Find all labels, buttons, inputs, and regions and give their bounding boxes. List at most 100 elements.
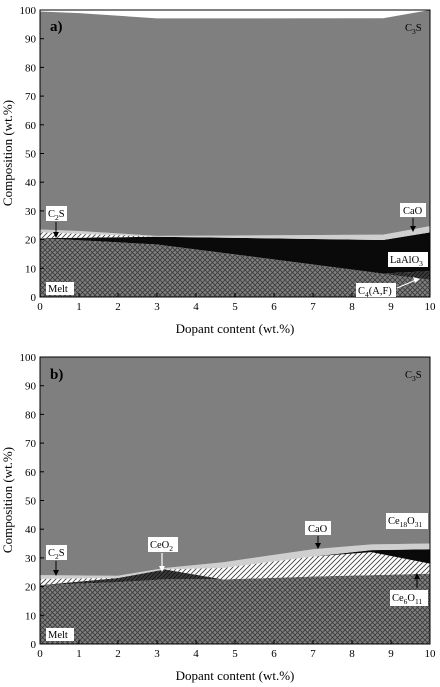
panel-a-y-tick-label: 70 xyxy=(25,91,37,103)
panel-a-area-c2s xyxy=(40,232,430,241)
panel-b-label: b) xyxy=(50,367,63,383)
panel-a-y-tick-label: 0 xyxy=(31,292,37,304)
panel-a-y-tick-label: 40 xyxy=(25,177,37,189)
panel-a-x-tick-label: 3 xyxy=(154,301,160,313)
panel-b-label-ceo2: CeO2 xyxy=(150,540,173,553)
panel-a-y-tick-label: 90 xyxy=(25,34,37,46)
panel-a-area-cao xyxy=(40,226,430,241)
panel-b-y-tick-label: 40 xyxy=(25,524,37,536)
panel-b-label-ce18o31: Ce18O31 xyxy=(388,516,423,529)
panel-b-label-c3s: C3S xyxy=(405,370,422,383)
panel-b-y-tick-label: 0 xyxy=(31,639,37,651)
panel-b-cao-box xyxy=(305,521,331,535)
panel-b-label-melt: Melt xyxy=(48,630,68,641)
panel-a-x-axis-label: Dopant content (wt.%) xyxy=(176,321,295,336)
panel-b-y-tick-label: 30 xyxy=(25,553,37,565)
panel-b-y-tick-label: 10 xyxy=(25,610,37,622)
panel-b-x-tick-label: 3 xyxy=(154,648,160,660)
panel-b-y-tick-label: 60 xyxy=(25,467,37,479)
panel-a-x-tick-label: 6 xyxy=(271,301,277,313)
panel-b-x-tick-label: 8 xyxy=(349,648,355,660)
panel-b-x-tick-label: 1 xyxy=(76,648,82,660)
panel-b-area-c3s xyxy=(40,357,430,576)
panel-a-label: a) xyxy=(50,19,63,35)
panel-a-label-c2s: C2S xyxy=(48,209,65,222)
panel-a-x-tick-label: 10 xyxy=(425,301,437,313)
panel-b-x-tick-label: 5 xyxy=(232,648,238,660)
panel-b: 0 10 20 30 40 50 60 70 80 90 100 0 1 2 3 4 5 6 7 8 9 10 b) D… xyxy=(0,352,436,683)
panel-b-y-tick-label: 20 xyxy=(25,582,37,594)
panel-b-area-ceo2 xyxy=(40,569,430,586)
panel-a-label-c4af: C4(A,F) xyxy=(358,286,392,299)
panel-b-label-cao: CaO xyxy=(308,524,328,535)
panel-b-areas xyxy=(40,357,430,644)
panel-b-y-tick-label: 70 xyxy=(25,438,37,450)
panel-a-x-ticks: 0 1 2 3 4 5 6 7 8 9 10 xyxy=(37,293,436,313)
panel-a-x-tick-label: 1 xyxy=(76,301,82,313)
panel-a-area-c3s xyxy=(40,10,430,236)
panel-a-y-tick-label: 20 xyxy=(25,235,37,247)
panel-b-ceo2-arrowhead xyxy=(159,566,165,572)
panel-b-area-melt xyxy=(40,573,430,644)
panel-b-cao-arrowhead xyxy=(315,543,321,549)
panel-a-y-ticks: 0 10 20 30 40 50 60 70 80 90 100 xyxy=(20,5,44,304)
panel-b-x-tick-label: 9 xyxy=(388,648,394,660)
panel-a-y-tick-label: 50 xyxy=(25,149,37,161)
panel-a: 0 10 20 30 40 50 60 70 80 90 100 0 1 2 3 4 5 6 7 8 9 10 a) D… xyxy=(0,5,436,336)
panel-b-area-cao xyxy=(40,543,430,579)
panel-a-x-tick-label: 9 xyxy=(388,301,394,313)
panel-b-c2s-box xyxy=(46,545,67,560)
panel-b-area-c2s xyxy=(40,549,430,586)
panel-b-ce6o11-arrowhead xyxy=(414,573,420,579)
panel-a-cao-arrowhead xyxy=(410,226,416,232)
panel-b-area-ce6o11 xyxy=(40,552,430,586)
panel-a-y-tick-label: 10 xyxy=(25,263,37,275)
panel-a-area-melt xyxy=(40,238,430,297)
panel-a-y-tick-label: 60 xyxy=(25,120,37,132)
panel-b-y-tick-label: 80 xyxy=(25,409,37,421)
panel-b-ce6o11-box xyxy=(390,590,428,606)
panel-b-x-tick-label: 7 xyxy=(310,648,316,660)
panel-a-c4af-box xyxy=(356,283,396,297)
panel-a-x-tick-label: 0 xyxy=(37,301,43,313)
panel-a-y-tick-label: 100 xyxy=(20,5,37,17)
panel-a-x-tick-label: 8 xyxy=(349,301,355,313)
panel-a-label-c3s: C3S xyxy=(405,23,422,36)
panel-a-c4af-arrowhead xyxy=(413,277,420,283)
panel-b-label-c2s: C2S xyxy=(48,548,65,561)
panel-b-y-axis-label: Composition (wt.%) xyxy=(0,447,15,553)
panel-b-x-axis-label: Dopant content (wt.%) xyxy=(176,668,295,683)
panel-b-area-ce18o31 xyxy=(40,549,430,586)
panel-a-y-axis-label: Composition (wt.%) xyxy=(0,100,15,206)
panel-a-areas xyxy=(40,10,430,297)
panel-b-ceo2-box xyxy=(148,537,178,552)
panel-b-y-tick-label: 90 xyxy=(25,381,37,393)
panel-b-x-tick-label: 10 xyxy=(425,648,437,660)
panel-a-melt-box xyxy=(46,282,74,295)
panel-a-y-tick-label: 30 xyxy=(25,206,37,218)
panel-b-x-tick-label: 4 xyxy=(193,648,199,660)
panel-a-x-tick-label: 5 xyxy=(232,301,238,313)
panel-a-area-laalo3 xyxy=(40,232,430,274)
panel-b-y-ticks: 0 10 20 30 40 50 60 70 80 90 100 xyxy=(20,352,44,651)
panel-a-cao-box xyxy=(400,203,426,217)
panel-b-y-tick-label: 100 xyxy=(20,352,37,364)
panel-b-x-tick-label: 2 xyxy=(115,648,121,660)
panel-a-laalo3-box xyxy=(388,252,428,267)
panel-b-x-tick-label: 6 xyxy=(271,648,277,660)
panel-b-melt-box xyxy=(46,628,74,641)
panel-b-label-ce6o11: Ce6O11 xyxy=(392,593,422,606)
panel-a-c2s-box xyxy=(46,206,67,221)
panel-a-y-tick-label: 80 xyxy=(25,62,37,74)
panel-b-x-tick-label: 0 xyxy=(37,648,43,660)
panel-b-c2s-arrowhead xyxy=(53,570,59,576)
panel-b-x-ticks: 0 1 2 3 4 5 6 7 8 9 10 xyxy=(37,640,436,660)
panel-a-x-tick-label: 7 xyxy=(310,301,316,313)
panel-a-x-tick-label: 2 xyxy=(115,301,121,313)
panel-a-label-laalo3: LaAlO3 xyxy=(390,255,423,268)
panel-a-x-tick-label: 4 xyxy=(193,301,199,313)
panel-a-label-cao: CaO xyxy=(403,206,423,217)
panel-b-y-tick-label: 50 xyxy=(25,496,37,508)
panel-a-c4af-arrow xyxy=(396,279,417,289)
